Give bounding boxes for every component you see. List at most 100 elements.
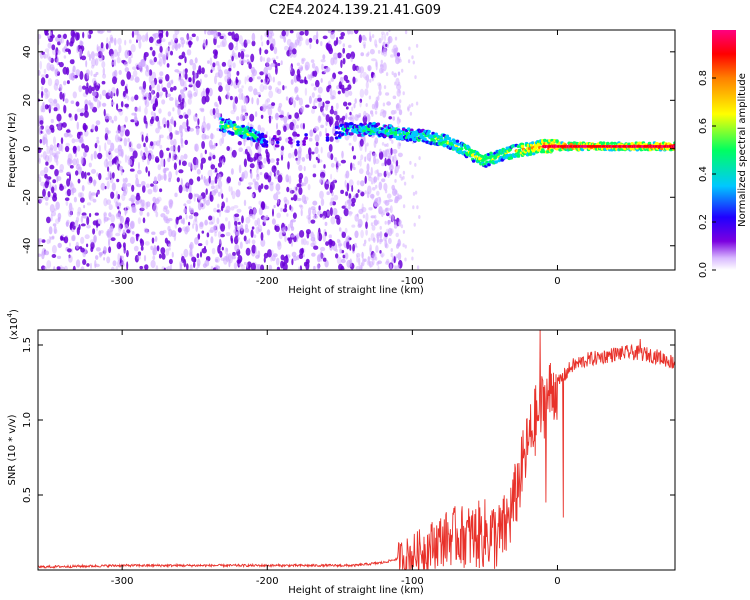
noise-speckle <box>389 263 393 270</box>
noise-speckle <box>110 54 115 60</box>
noise-speckle <box>47 42 52 49</box>
noise-speckle <box>347 30 351 35</box>
noise-speckle <box>348 210 352 217</box>
noise-speckle <box>186 118 189 128</box>
noise-speckle <box>334 214 340 220</box>
noise-speckle <box>65 48 71 52</box>
noise-speckle <box>358 34 362 43</box>
noise-speckle <box>365 103 368 107</box>
noise-speckle <box>391 155 395 162</box>
noise-speckle <box>97 50 103 59</box>
noise-speckle <box>210 69 213 73</box>
noise-speckle <box>95 219 99 228</box>
noise-speckle <box>62 80 67 86</box>
noise-speckle <box>320 171 326 179</box>
noise-speckle <box>186 49 192 56</box>
noise-speckle <box>264 184 269 190</box>
noise-speckle <box>385 72 389 77</box>
noise-speckle <box>309 43 312 50</box>
noise-speckle <box>82 31 85 39</box>
noise-speckle <box>379 112 383 117</box>
colorbar-tick-label: 0.4 <box>698 166 709 182</box>
noise-speckle <box>171 79 174 84</box>
noise-speckle <box>244 223 249 230</box>
noise-speckle <box>366 163 370 172</box>
noise-speckle <box>85 69 90 76</box>
noise-speckle <box>325 114 330 123</box>
noise-speckle <box>196 253 200 259</box>
noise-speckle <box>301 157 306 162</box>
noise-speckle <box>145 183 150 188</box>
noise-speckle <box>391 213 394 222</box>
noise-speckle <box>159 188 163 193</box>
noise-speckle <box>256 76 262 80</box>
noise-speckle <box>151 231 156 235</box>
noise-speckle <box>140 202 145 211</box>
noise-speckle <box>126 261 129 270</box>
noise-speckle <box>110 61 116 65</box>
colorbar <box>712 30 736 270</box>
noise-speckle <box>110 53 114 59</box>
noise-speckle <box>165 74 170 82</box>
noise-speckle <box>387 174 390 178</box>
noise-speckle <box>397 152 403 158</box>
noise-speckle <box>374 158 380 165</box>
noise-speckle <box>117 37 122 45</box>
noise-speckle <box>104 185 107 190</box>
noise-speckle <box>194 193 200 198</box>
noise-speckle <box>125 88 129 95</box>
noise-speckle <box>165 47 171 57</box>
noise-speckle <box>280 152 284 157</box>
noise-speckle <box>76 45 79 54</box>
noise-speckle <box>163 205 168 210</box>
noise-speckle <box>88 190 92 200</box>
noise-speckle <box>320 198 325 207</box>
noise-speckle <box>152 184 156 191</box>
noise-speckle <box>105 230 110 236</box>
noise-speckle <box>165 248 170 256</box>
noise-speckle <box>74 138 79 143</box>
noise-speckle <box>67 209 73 218</box>
noise-speckle <box>241 105 244 114</box>
noise-speckle <box>308 213 311 221</box>
noise-speckle <box>124 115 128 123</box>
noise-speckle <box>342 58 346 65</box>
noise-speckle <box>195 223 198 232</box>
noise-speckle <box>240 113 244 122</box>
noise-speckle <box>402 204 406 209</box>
noise-speckle <box>282 85 285 91</box>
noise-speckle <box>38 157 41 164</box>
noise-speckle <box>254 246 258 256</box>
signal-point <box>264 143 269 147</box>
noise-speckle <box>241 85 244 89</box>
noise-speckle <box>275 257 280 266</box>
x-tick-label: -300 <box>111 276 134 287</box>
noise-speckle <box>213 207 217 213</box>
signal-point <box>528 152 533 156</box>
noise-speckle <box>299 31 305 36</box>
noise-speckle <box>138 40 142 49</box>
noise-speckle <box>200 162 204 170</box>
noise-speckle <box>309 129 314 137</box>
noise-speckle <box>380 64 384 69</box>
noise-speckle <box>304 61 310 71</box>
noise-speckle <box>205 239 209 246</box>
y-tick-label: 20 <box>22 94 33 107</box>
noise-speckle <box>288 175 292 185</box>
x-tick-label: -100 <box>401 576 424 587</box>
noise-speckle <box>219 138 223 147</box>
noise-speckle <box>344 252 349 260</box>
noise-speckle <box>374 214 377 219</box>
noise-speckle <box>300 238 304 246</box>
noise-speckle <box>73 196 77 203</box>
noise-speckle <box>245 97 248 105</box>
noise-speckle <box>129 141 132 148</box>
noise-speckle <box>131 231 135 235</box>
noise-speckle <box>408 46 411 51</box>
noise-speckle <box>236 208 242 213</box>
noise-speckle <box>378 181 383 191</box>
noise-speckle <box>139 207 145 212</box>
signal-point <box>530 141 535 145</box>
noise-speckle <box>153 184 159 193</box>
noise-speckle <box>135 63 139 67</box>
